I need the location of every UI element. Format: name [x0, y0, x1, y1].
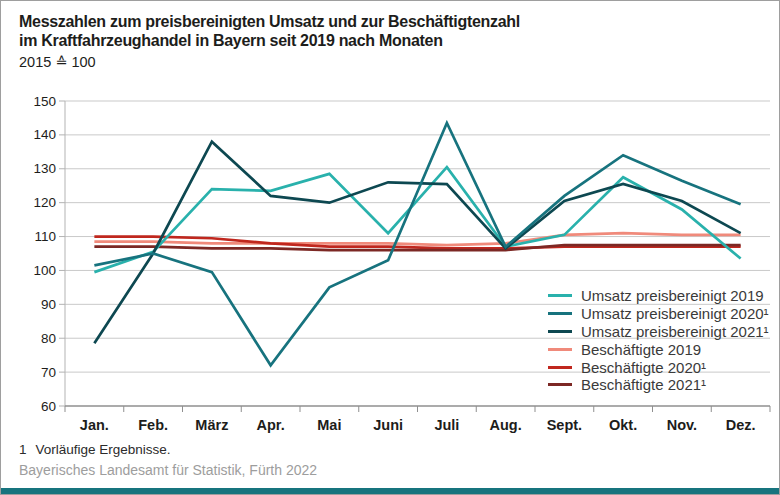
legend-label: Umsatz preisbereinigt 2020¹: [581, 305, 769, 322]
y-axis-label: 140: [33, 127, 56, 142]
line-chart: 150 140 130 120 110 100 90 80 70 60 Jan. Feb. März Ap…: [1, 1, 780, 495]
legend-item: Umsatz preisbereinigt 2019: [548, 287, 769, 305]
x-axis-label: Jan.: [80, 417, 109, 433]
x-axis-label: Sept.: [547, 417, 582, 433]
y-axis-label: 90: [41, 297, 56, 312]
x-axis-label: Juli: [434, 417, 459, 433]
legend-swatch: [548, 294, 572, 297]
legend-item: Umsatz preisbereinigt 2021¹: [548, 323, 769, 341]
legend-swatch: [548, 348, 572, 351]
x-axis-label: Apr.: [257, 417, 285, 433]
legend-label: Umsatz preisbereinigt 2021¹: [581, 323, 769, 340]
legend-swatch: [548, 383, 572, 386]
y-axis-label: 150: [33, 94, 56, 109]
y-axis-label: 70: [41, 365, 56, 380]
y-axis-label: 80: [41, 331, 56, 346]
series-line-4: [94, 233, 740, 245]
x-axis-label: Nov.: [667, 417, 697, 433]
legend-swatch: [548, 330, 572, 333]
footnote-text: Vorläufige Ergebnisse.: [36, 442, 171, 457]
legend-label: Beschäftigte 2021¹: [581, 376, 706, 393]
x-axis-label: Aug.: [490, 417, 522, 433]
legend-label: Umsatz preisbereinigt 2019: [581, 287, 764, 304]
footnote-marker: 1: [19, 442, 27, 457]
y-axis-label: 100: [33, 263, 56, 278]
footnote: 1 Vorläufige Ergebnisse.: [19, 442, 171, 457]
legend-swatch: [548, 366, 572, 369]
chart-legend: Umsatz preisbereinigt 2019Umsatz preisbe…: [548, 287, 769, 394]
y-axis-label: 60: [41, 399, 56, 414]
x-axis-label: Feb.: [138, 417, 168, 433]
bottom-accent-bar: [1, 488, 779, 494]
legend-swatch: [548, 312, 572, 315]
x-axis-label: Mai: [317, 417, 341, 433]
x-axis-label: Juni: [373, 417, 403, 433]
y-axis-label: 130: [33, 161, 56, 176]
x-axis-label: Dez.: [726, 417, 756, 433]
legend-item: Beschäftigte 2020¹: [548, 358, 769, 376]
y-axis-label: 110: [34, 229, 56, 244]
x-axis-label: Okt.: [609, 417, 637, 433]
legend-label: Beschäftigte 2019: [581, 341, 701, 358]
source-attribution: Bayerisches Landesamt für Statistik, Für…: [19, 462, 317, 478]
legend-item: Beschäftigte 2019: [548, 340, 769, 358]
legend-label: Beschäftigte 2020¹: [581, 359, 706, 376]
x-axis-label: März: [195, 417, 228, 433]
legend-item: Umsatz preisbereinigt 2020¹: [548, 305, 769, 323]
y-axis-label: 120: [33, 195, 56, 210]
statistics-chart-card: Messzahlen zum preisbereinigten Umsatz u…: [0, 0, 780, 495]
legend-item: Beschäftigte 2021¹: [548, 376, 769, 394]
